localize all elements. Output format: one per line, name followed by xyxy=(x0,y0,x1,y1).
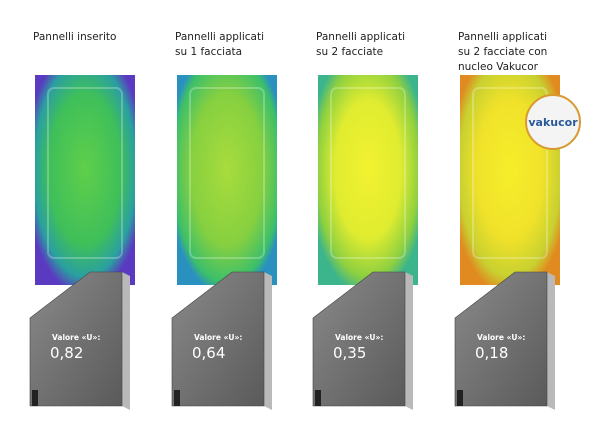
caption: su 1 facciata xyxy=(175,46,242,58)
thermal-inner xyxy=(47,87,123,259)
u-value: 0,18 xyxy=(475,344,508,362)
profile xyxy=(312,271,406,407)
profile-edge xyxy=(32,390,38,406)
thermal-inner xyxy=(330,87,406,259)
profile xyxy=(171,271,265,407)
caption: Pannelli applicati xyxy=(458,31,547,43)
thermal-image xyxy=(35,75,135,285)
profile-edge xyxy=(174,390,180,406)
u-label: Valore «U»: xyxy=(52,333,100,342)
thermal-inner xyxy=(189,87,265,259)
profile-side xyxy=(405,272,413,410)
thermal-image xyxy=(318,75,418,285)
caption: Pannelli applicati xyxy=(175,31,264,43)
caption: nucleo Vakucor xyxy=(458,61,539,73)
profile-edge xyxy=(315,390,321,406)
profile-side xyxy=(122,272,130,410)
badge xyxy=(525,94,581,150)
thermal-image xyxy=(177,75,277,285)
thermal-inner xyxy=(472,87,548,259)
badge-label: vakucor xyxy=(528,116,578,129)
caption: su 2 facciate con xyxy=(458,46,547,58)
profile xyxy=(454,271,548,407)
profile xyxy=(29,271,123,407)
caption: Pannelli applicati xyxy=(316,31,405,43)
u-label: Valore «U»: xyxy=(335,333,383,342)
u-value: 0,64 xyxy=(192,344,225,362)
profile-side xyxy=(264,272,272,410)
caption: Pannelli inserito xyxy=(33,31,116,43)
profile-edge xyxy=(457,390,463,406)
u-label: Valore «U»: xyxy=(477,333,525,342)
u-label: Valore «U»: xyxy=(194,333,242,342)
caption: su 2 facciate xyxy=(316,46,383,58)
u-value: 0,35 xyxy=(333,344,366,362)
profile-side xyxy=(547,272,555,410)
u-value: 0,82 xyxy=(50,344,83,362)
